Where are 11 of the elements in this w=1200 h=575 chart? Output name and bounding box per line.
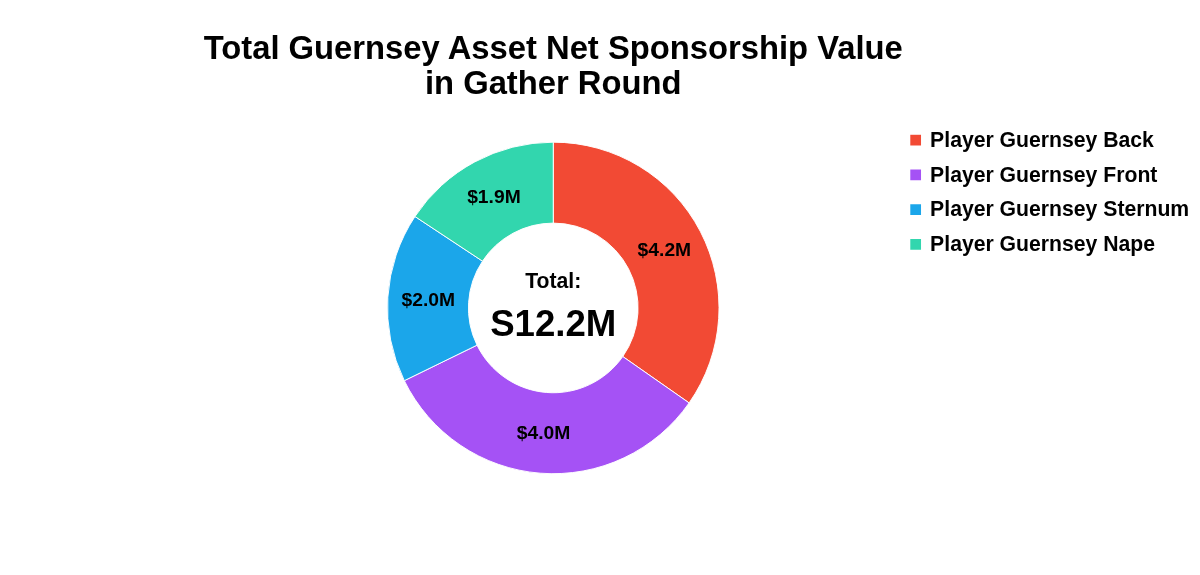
legend-label: Player Guernsey Nape (930, 232, 1156, 257)
data-label: $4.0M (516, 421, 571, 443)
legend-label: Player Guernsey Front (930, 162, 1158, 187)
text: S12.2M (490, 302, 617, 344)
legend-label: Player Guernsey Back (930, 127, 1155, 152)
data-label: $1.9M (467, 186, 521, 208)
data-label: $4.2M (637, 238, 692, 260)
text: Total: (525, 268, 582, 292)
legend-label: Player Guernsey Sternum (930, 197, 1190, 222)
chart-title: Total Guernsey Asset Net Sponsorship Value in Gather Round (203, 29, 903, 101)
data-label: $2.0M (401, 288, 455, 310)
